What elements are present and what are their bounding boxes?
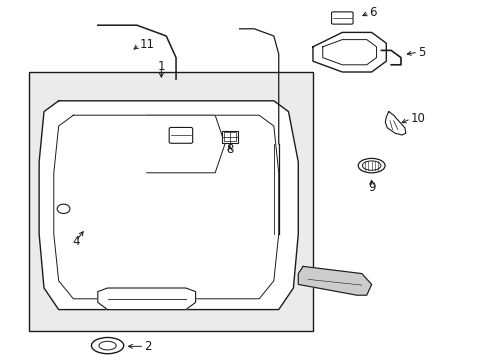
Ellipse shape (99, 341, 116, 350)
Bar (29, 72, 312, 331)
Ellipse shape (91, 338, 123, 354)
Ellipse shape (362, 161, 380, 170)
Polygon shape (146, 115, 224, 173)
Polygon shape (298, 266, 371, 295)
FancyBboxPatch shape (222, 131, 237, 143)
Polygon shape (385, 112, 405, 135)
Ellipse shape (357, 158, 385, 173)
FancyBboxPatch shape (169, 127, 192, 143)
Text: 11: 11 (139, 39, 154, 51)
Polygon shape (39, 101, 298, 310)
Text: 5: 5 (417, 46, 425, 59)
FancyBboxPatch shape (331, 12, 352, 24)
Text: 1: 1 (157, 60, 165, 73)
Text: 9: 9 (367, 181, 375, 194)
Text: 7: 7 (161, 114, 168, 127)
Polygon shape (98, 288, 195, 310)
Text: 8: 8 (225, 143, 233, 156)
Text: 3: 3 (356, 274, 364, 287)
Polygon shape (312, 32, 386, 72)
Text: 10: 10 (410, 112, 425, 125)
Text: 6: 6 (368, 6, 376, 19)
Text: 2: 2 (144, 340, 151, 353)
Text: 4: 4 (72, 235, 80, 248)
